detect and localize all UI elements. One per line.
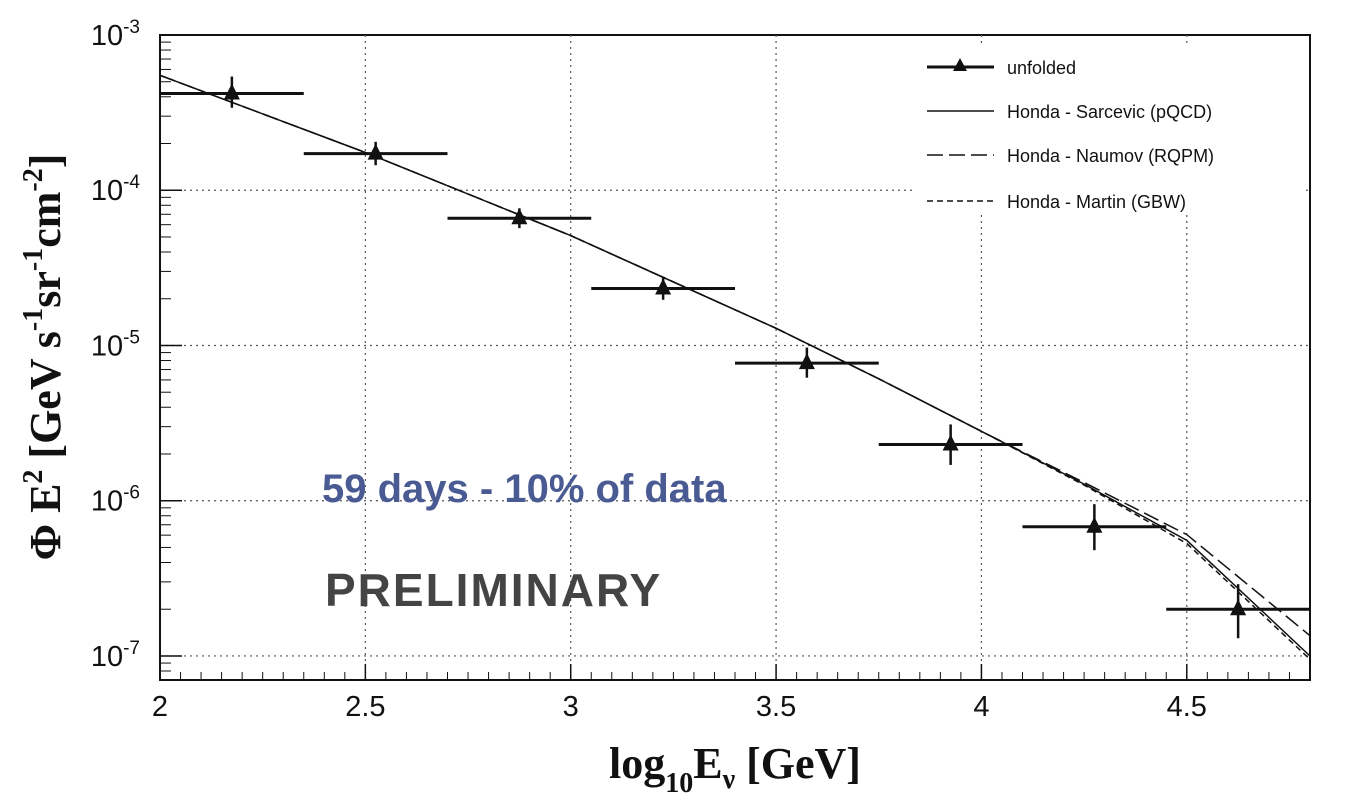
x-tick-label: 4.5	[1167, 691, 1207, 723]
y-axis-title-sup1: -1	[18, 308, 49, 331]
legend-label-unfolded: unfolded	[1007, 58, 1076, 78]
y-axis-title-cm: cm	[21, 192, 70, 248]
y-axis-title-sr: sr	[21, 271, 70, 308]
x-axis-title: log10Eν [GeV]	[609, 739, 861, 799]
y-axis-title-phi: Φ E	[21, 484, 70, 561]
x-axis-title-e: E	[693, 739, 722, 788]
legend: unfolded Honda - Sarcevic (pQCD) Honda -…	[913, 45, 1305, 215]
curve-honda-martin-gbw	[159, 74, 1311, 660]
y-tick-label: 10-5	[91, 327, 140, 362]
data-point	[878, 424, 1023, 465]
note-annotation: 59 days - 10% of data	[322, 467, 727, 511]
y-axis-title: Φ E2 [GeV s-1sr-1cm-2]	[18, 154, 70, 561]
y-tick-label: 10-3	[91, 17, 140, 52]
y-axis-title-close: ]	[21, 154, 70, 169]
x-axis-title-log: log	[609, 739, 665, 788]
data-point	[1022, 504, 1167, 551]
x-tick-label: 3	[563, 691, 579, 723]
legend-marker-triangle	[953, 58, 967, 71]
triangle-marker	[1086, 516, 1103, 533]
y-axis-title-sup3: -1	[18, 248, 49, 271]
data-point	[447, 208, 592, 229]
data-point	[735, 347, 879, 378]
y-tick-label: 10-7	[91, 638, 140, 673]
x-axis-title-sub10: 10	[665, 768, 693, 799]
model-curves	[159, 74, 1311, 660]
triangle-marker	[655, 278, 672, 295]
ticks	[159, 34, 1290, 680]
unfolded-points	[160, 76, 1310, 639]
x-tick-label: 2.5	[345, 691, 385, 723]
x-tick-labels: 2 2.5 3 3.5 4 4.5	[152, 691, 1207, 723]
x-tick-label: 4	[973, 691, 989, 723]
x-axis-title-subnu: ν	[722, 764, 736, 795]
triangle-marker	[1230, 599, 1247, 616]
legend-box	[913, 45, 1305, 215]
x-tick-label: 3.5	[756, 691, 796, 723]
y-tick-label: 10-6	[91, 483, 140, 518]
triangle-marker	[367, 143, 384, 160]
x-tick-label: 2	[152, 691, 168, 723]
x-axis-title-unit: [GeV]	[735, 739, 861, 788]
y-tick-label: 10-4	[91, 172, 141, 207]
y-axis-title-open: [GeV s	[21, 331, 70, 470]
legend-label-naumov: Honda - Naumov (RQPM)	[1007, 146, 1214, 166]
triangle-marker	[798, 353, 815, 370]
data-point	[160, 76, 304, 108]
y-axis-title-sup2: 2	[18, 470, 49, 484]
triangle-marker	[942, 434, 959, 451]
legend-label-sarcevic: Honda - Sarcevic (pQCD)	[1007, 102, 1212, 122]
legend-label-martin: Honda - Martin (GBW)	[1007, 192, 1186, 212]
data-point	[591, 276, 735, 300]
preliminary-stamp: PRELIMINARY	[325, 564, 662, 616]
y-tick-labels: 10-3 10-4 10-5 10-6 10-7	[91, 17, 141, 673]
data-point	[1166, 584, 1310, 639]
data-point	[303, 141, 448, 166]
triangle-marker	[511, 208, 528, 225]
triangle-marker	[223, 83, 240, 100]
y-axis-title-sup4: -2	[18, 168, 49, 191]
